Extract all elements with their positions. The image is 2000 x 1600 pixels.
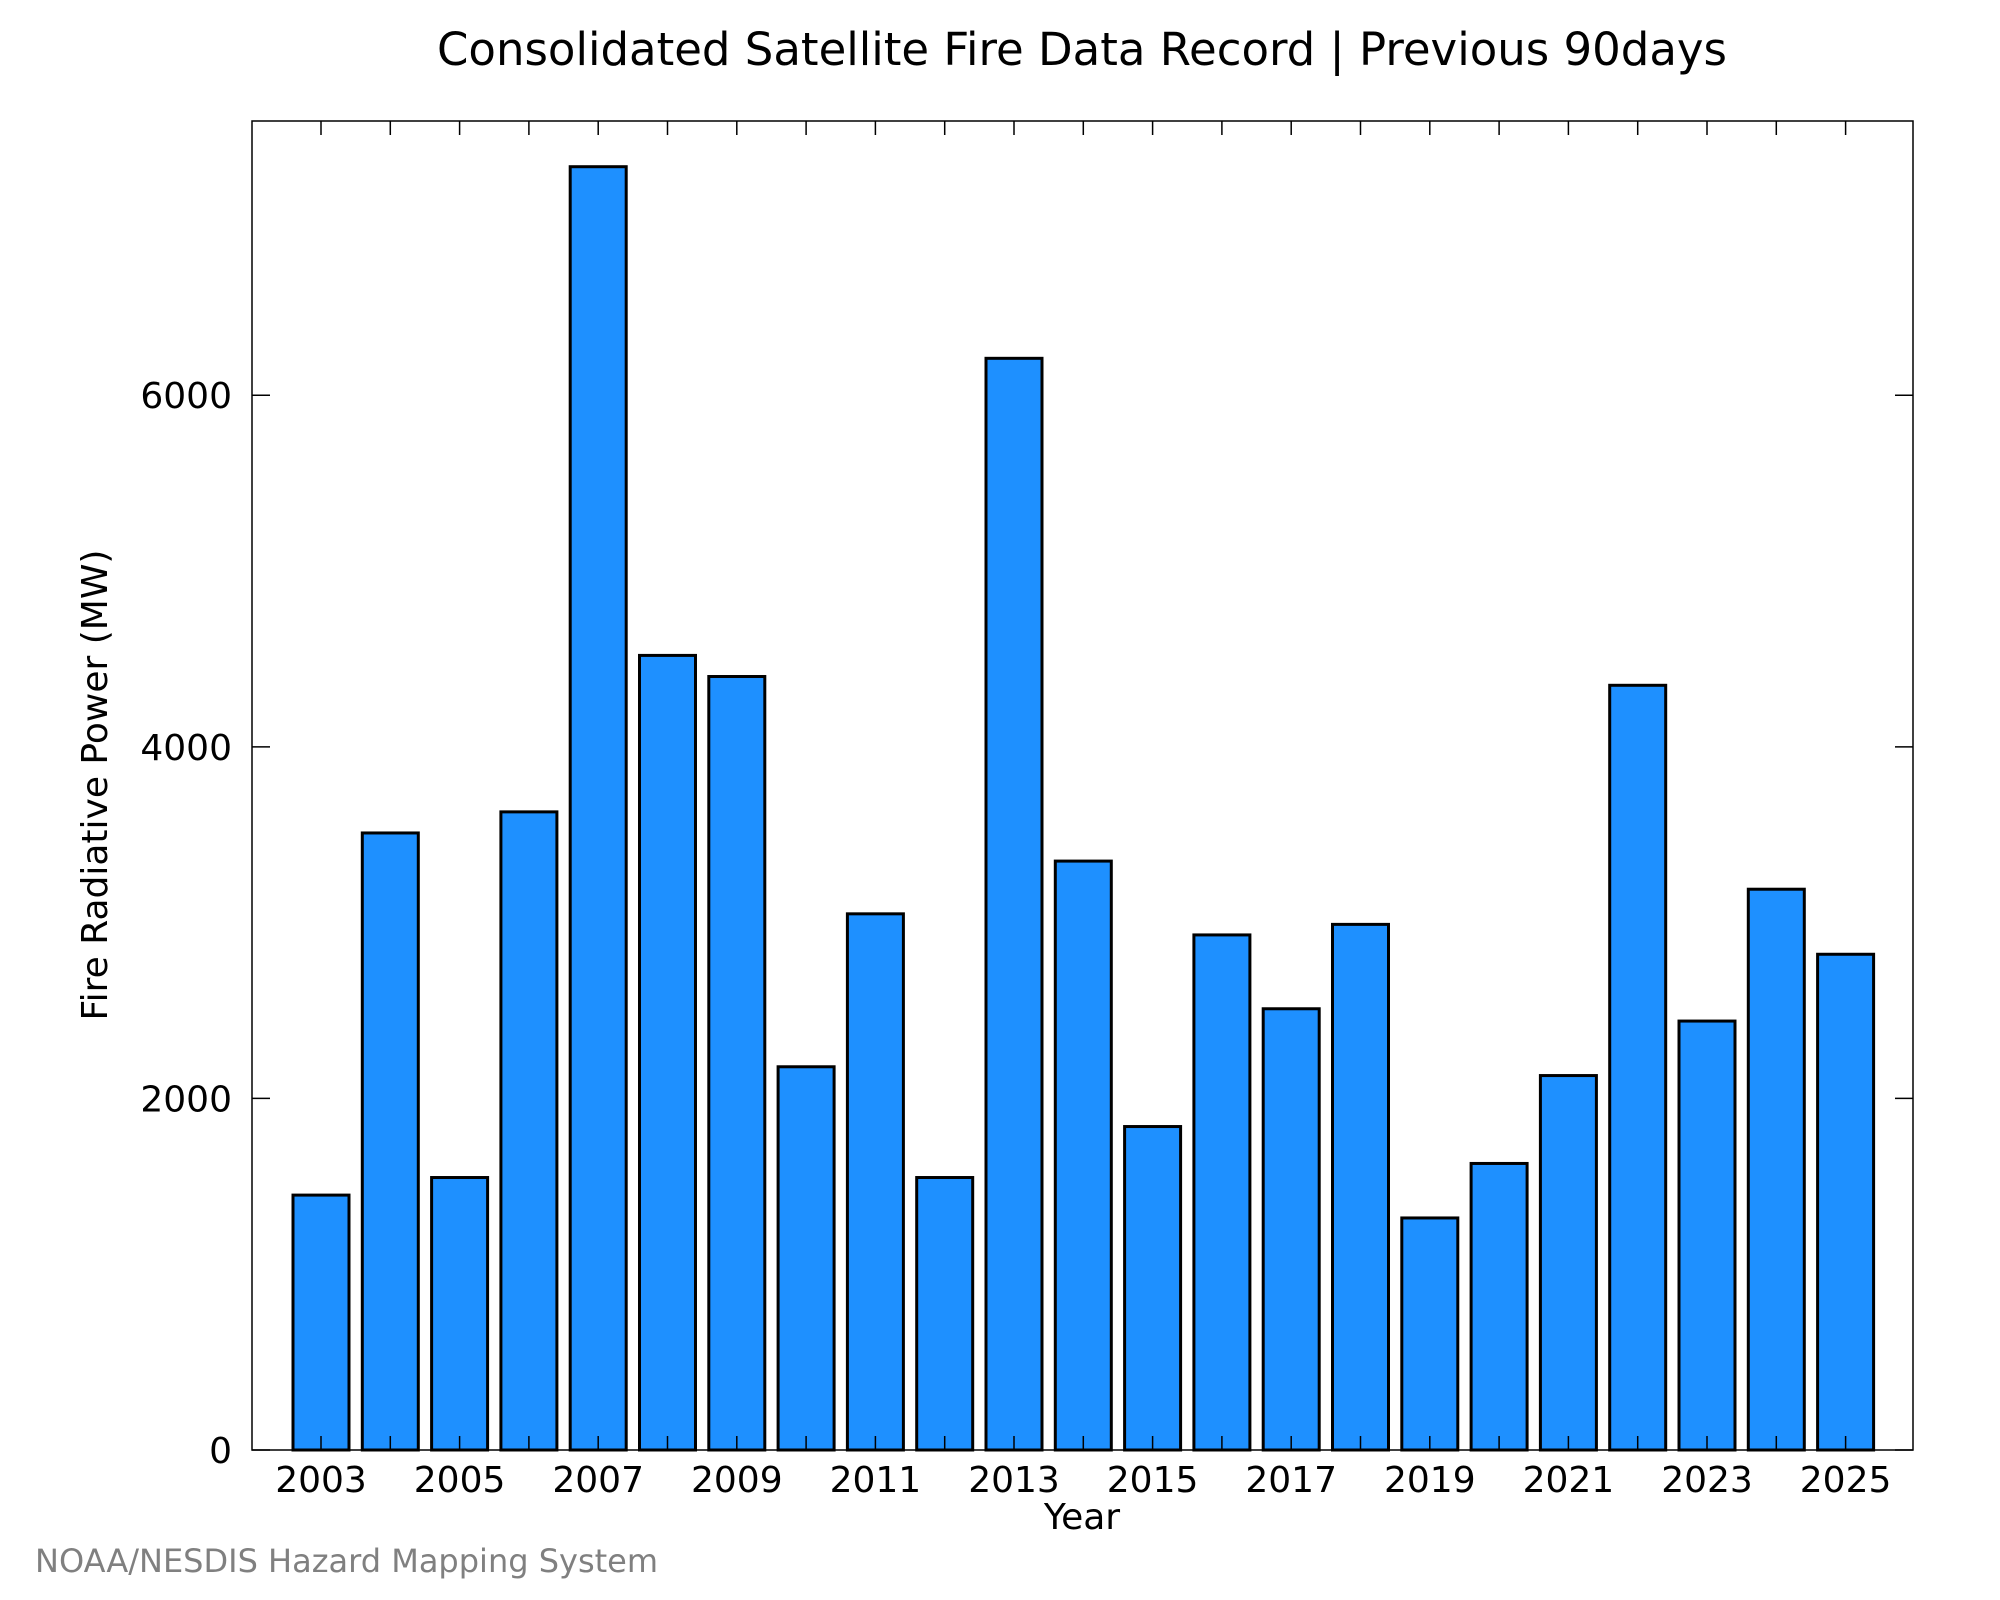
x-tick-label-2023: 2023 — [1661, 1460, 1753, 1501]
bar-2008 — [638, 653, 697, 1452]
bar-2010 — [776, 1065, 836, 1452]
bar-2014 — [1053, 859, 1113, 1452]
bar-2016 — [1192, 933, 1252, 1452]
x-tick-label-2025: 2025 — [1800, 1460, 1892, 1501]
y-tick-label-6000: 6000 — [140, 376, 232, 417]
x-tick-label-2013: 2013 — [968, 1460, 1060, 1501]
bar-2017 — [1261, 1007, 1321, 1452]
x-tick-label-2011: 2011 — [830, 1460, 922, 1501]
bar-2020 — [1469, 1161, 1529, 1452]
bar-2006 — [499, 810, 559, 1452]
bar-2004 — [360, 831, 420, 1452]
bar-2007 — [568, 165, 628, 1452]
x-axis-label: Year — [1043, 1497, 1120, 1538]
y-axis-label: Fire Radiative Power (MW) — [75, 550, 116, 1021]
x-tick-labels: 2003 2005 2007 2009 2011 2013 2015 2017 2019 2021… — [275, 1460, 1891, 1501]
bar-2011 — [845, 912, 905, 1452]
y-tick-label-0: 0 — [209, 1431, 232, 1472]
x-tick-label-2019: 2019 — [1384, 1460, 1476, 1501]
x-tick-label-2005: 2005 — [414, 1460, 506, 1501]
chart-title: Consolidated Satellite Fire Data Record … — [437, 23, 1727, 76]
plot-frame — [251, 120, 1914, 1451]
bar-2009 — [707, 675, 767, 1452]
bar-2023 — [1677, 1019, 1737, 1452]
bar-2022 — [1608, 683, 1668, 1452]
x-tick-label-2015: 2015 — [1107, 1460, 1199, 1501]
bar-2025 — [1816, 952, 1876, 1452]
bar-2012 — [915, 1176, 975, 1452]
bar-2005 — [430, 1176, 490, 1452]
x-tick-label-2021: 2021 — [1523, 1460, 1615, 1501]
bar-2003 — [291, 1193, 351, 1452]
y-tick-label-4000: 4000 — [140, 728, 232, 769]
bar-2024 — [1746, 887, 1806, 1452]
bar-2013 — [984, 356, 1044, 1452]
bar-2015 — [1123, 1125, 1183, 1452]
x-tick-label-2009: 2009 — [691, 1460, 783, 1501]
x-tick-label-2003: 2003 — [275, 1460, 367, 1501]
ticks-group — [252, 121, 1913, 1451]
bar-2019 — [1400, 1216, 1460, 1452]
source-credit: NOAA/NESDIS Hazard Mapping System — [35, 1542, 658, 1580]
bar-2021 — [1538, 1074, 1598, 1452]
bars-group — [291, 165, 1876, 1452]
x-tick-label-2007: 2007 — [552, 1460, 644, 1501]
bar-2018 — [1331, 922, 1390, 1452]
y-tick-labels: 0 2000 4000 6000 — [140, 376, 232, 1472]
x-tick-label-2017: 2017 — [1245, 1460, 1337, 1501]
y-tick-label-2000: 2000 — [140, 1079, 232, 1120]
